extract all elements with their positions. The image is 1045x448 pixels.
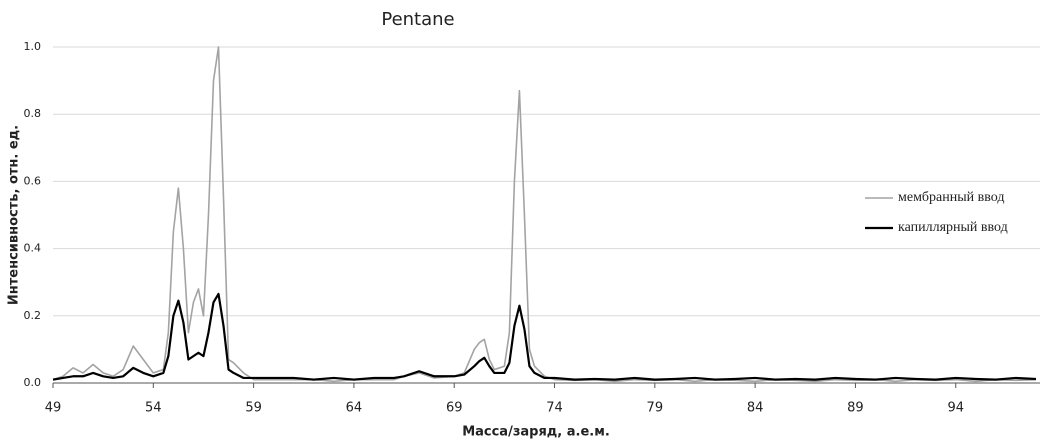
series-line (52, 292, 1037, 381)
x-tick-label: 69 (446, 401, 463, 416)
x-tick-label: 79 (647, 401, 664, 416)
x-tick-label: 89 (847, 401, 864, 416)
x-tick-label: 94 (947, 401, 964, 416)
legend-label: мембранный ввод (898, 190, 1005, 205)
y-tick-label: 0.6 (24, 174, 42, 187)
legend-label: капиллярный ввод (898, 220, 1008, 235)
y-tick-label: 0.0 (24, 376, 42, 389)
y-axis-title: Интенсивность, отн. ед. (7, 125, 22, 305)
y-tick-label: 0.8 (24, 107, 42, 120)
series-line (52, 46, 1037, 383)
x-tick-label: 59 (245, 401, 262, 416)
x-tick-label: 84 (747, 401, 764, 416)
x-tick-label: 74 (546, 401, 563, 416)
y-tick-label: 0.2 (24, 309, 42, 322)
x-tick-label: 49 (45, 401, 62, 416)
x-tick-label: 54 (145, 401, 162, 416)
y-tick-label: 1.0 (24, 40, 42, 53)
x-axis-title: Масса/заряд, а.е.м. (462, 425, 610, 440)
y-tick-label: 0.4 (24, 242, 42, 255)
x-tick-label: 64 (346, 401, 363, 416)
chart-title: Pentane (381, 9, 454, 30)
